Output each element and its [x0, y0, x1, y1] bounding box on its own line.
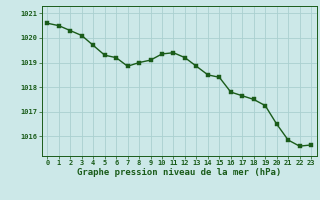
X-axis label: Graphe pression niveau de la mer (hPa): Graphe pression niveau de la mer (hPa) [77, 168, 281, 177]
